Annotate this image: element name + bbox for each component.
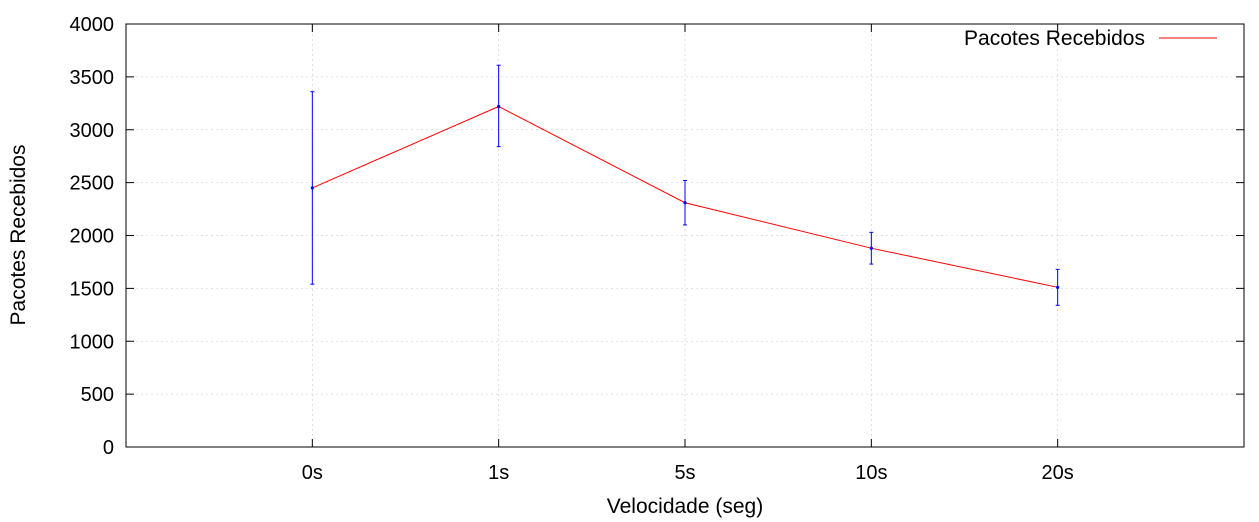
data-point [683,201,687,205]
x-tick-label: 10s [855,462,887,484]
y-tick-label: 2000 [70,226,115,248]
y-tick-label: 3000 [70,120,115,142]
y-tick-label: 0 [103,437,114,459]
x-axis-ticks: 0s 1s 5s 10s 20s [302,24,1074,484]
y-axis-ticks: 0 500 1000 1500 2000 2500 3000 3500 4000 [70,14,1244,459]
x-axis-label: Velocidade (seg) [607,495,763,518]
y-axis-label: Pacotes Recebidos [7,145,30,326]
data-point [1056,285,1060,289]
legend-entry-label: Pacotes Recebidos [964,27,1145,50]
x-tick-label: 1s [488,462,509,484]
y-tick-label: 500 [81,384,114,406]
data-point [310,186,314,190]
y-tick-label: 2500 [70,173,115,195]
x-tick-label: 0s [302,462,323,484]
y-tick-label: 3500 [70,67,115,89]
grid-lines [126,24,1244,447]
y-tick-label: 1000 [70,331,115,353]
data-point [869,246,873,250]
x-tick-label: 5s [674,462,695,484]
x-tick-label: 20s [1042,462,1074,484]
series-lines [310,104,1060,289]
y-tick-label: 4000 [70,14,115,36]
legend: Pacotes Recebidos [964,27,1217,50]
data-point [497,104,501,109]
y-tick-label: 1500 [70,278,115,300]
